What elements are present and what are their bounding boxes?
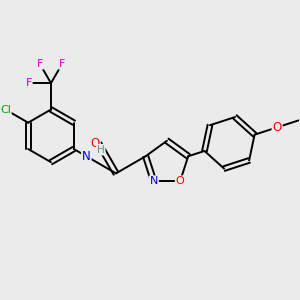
Text: O: O bbox=[272, 121, 282, 134]
Text: F: F bbox=[37, 59, 43, 69]
Text: O: O bbox=[90, 137, 100, 150]
Text: O: O bbox=[176, 176, 184, 186]
Text: F: F bbox=[26, 78, 32, 88]
Text: F: F bbox=[59, 59, 65, 69]
Text: N: N bbox=[150, 176, 158, 186]
Text: H: H bbox=[97, 145, 105, 155]
Text: N: N bbox=[82, 150, 91, 163]
Text: Cl: Cl bbox=[0, 104, 11, 115]
